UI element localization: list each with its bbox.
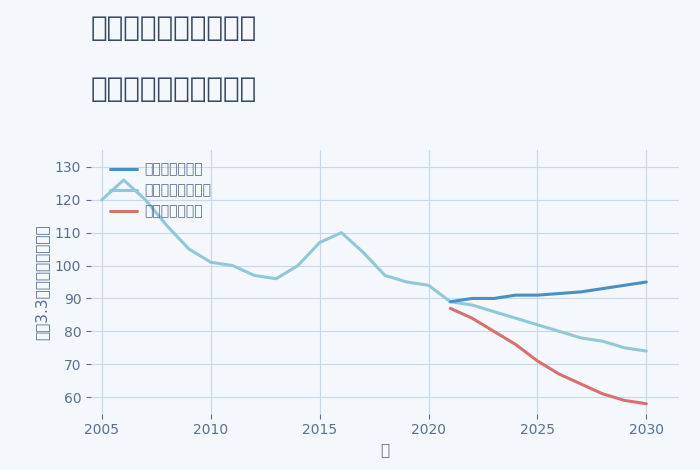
グッドシナリオ — [533, 292, 542, 298]
ノーマルシナリオ — [359, 250, 368, 255]
グッドシナリオ — [468, 296, 476, 301]
ノーマルシナリオ — [446, 299, 454, 305]
バッドシナリオ — [555, 371, 564, 377]
ノーマルシナリオ — [250, 273, 258, 278]
ノーマルシナリオ — [642, 348, 650, 354]
グッドシナリオ — [577, 289, 585, 295]
バッドシナリオ — [598, 391, 607, 397]
ノーマルシナリオ — [533, 322, 542, 328]
Legend: グッドシナリオ, ノーマルシナリオ, バッドシナリオ: グッドシナリオ, ノーマルシナリオ, バッドシナリオ — [110, 163, 211, 219]
バッドシナリオ — [533, 358, 542, 364]
バッドシナリオ — [577, 381, 585, 387]
Text: 中古戸建ての価格推移: 中古戸建ての価格推移 — [91, 75, 258, 103]
バッドシナリオ — [620, 398, 629, 403]
ノーマルシナリオ — [598, 338, 607, 344]
ノーマルシナリオ — [272, 276, 280, 282]
グッドシナリオ — [490, 296, 498, 301]
ノーマルシナリオ — [98, 197, 106, 203]
ノーマルシナリオ — [294, 263, 302, 268]
ノーマルシナリオ — [337, 230, 346, 235]
グッドシナリオ — [642, 279, 650, 285]
ノーマルシナリオ — [512, 315, 520, 321]
ノーマルシナリオ — [468, 302, 476, 308]
X-axis label: 年: 年 — [380, 443, 390, 458]
バッドシナリオ — [512, 342, 520, 347]
ノーマルシナリオ — [141, 197, 150, 203]
グッドシナリオ — [598, 286, 607, 291]
バッドシナリオ — [468, 315, 476, 321]
バッドシナリオ — [490, 329, 498, 334]
バッドシナリオ — [446, 306, 454, 311]
Line: ノーマルシナリオ: ノーマルシナリオ — [102, 180, 646, 351]
グッドシナリオ — [512, 292, 520, 298]
グッドシナリオ — [555, 290, 564, 296]
バッドシナリオ — [642, 401, 650, 407]
Line: バッドシナリオ: バッドシナリオ — [450, 308, 646, 404]
ノーマルシナリオ — [402, 279, 411, 285]
Y-axis label: 坪（3.3㎡）単価（万円）: 坪（3.3㎡）単価（万円） — [34, 224, 49, 340]
ノーマルシナリオ — [316, 240, 324, 245]
Line: グッドシナリオ: グッドシナリオ — [450, 282, 646, 302]
ノーマルシナリオ — [120, 177, 128, 183]
ノーマルシナリオ — [620, 345, 629, 351]
ノーマルシナリオ — [490, 309, 498, 314]
ノーマルシナリオ — [206, 259, 215, 265]
ノーマルシナリオ — [185, 246, 193, 252]
グッドシナリオ — [446, 299, 454, 305]
ノーマルシナリオ — [555, 329, 564, 334]
ノーマルシナリオ — [163, 223, 172, 229]
ノーマルシナリオ — [228, 263, 237, 268]
Text: 千葉県松戸市大金平の: 千葉県松戸市大金平の — [91, 14, 258, 42]
グッドシナリオ — [620, 282, 629, 288]
ノーマルシナリオ — [424, 282, 433, 288]
ノーマルシナリオ — [381, 273, 389, 278]
ノーマルシナリオ — [577, 335, 585, 341]
